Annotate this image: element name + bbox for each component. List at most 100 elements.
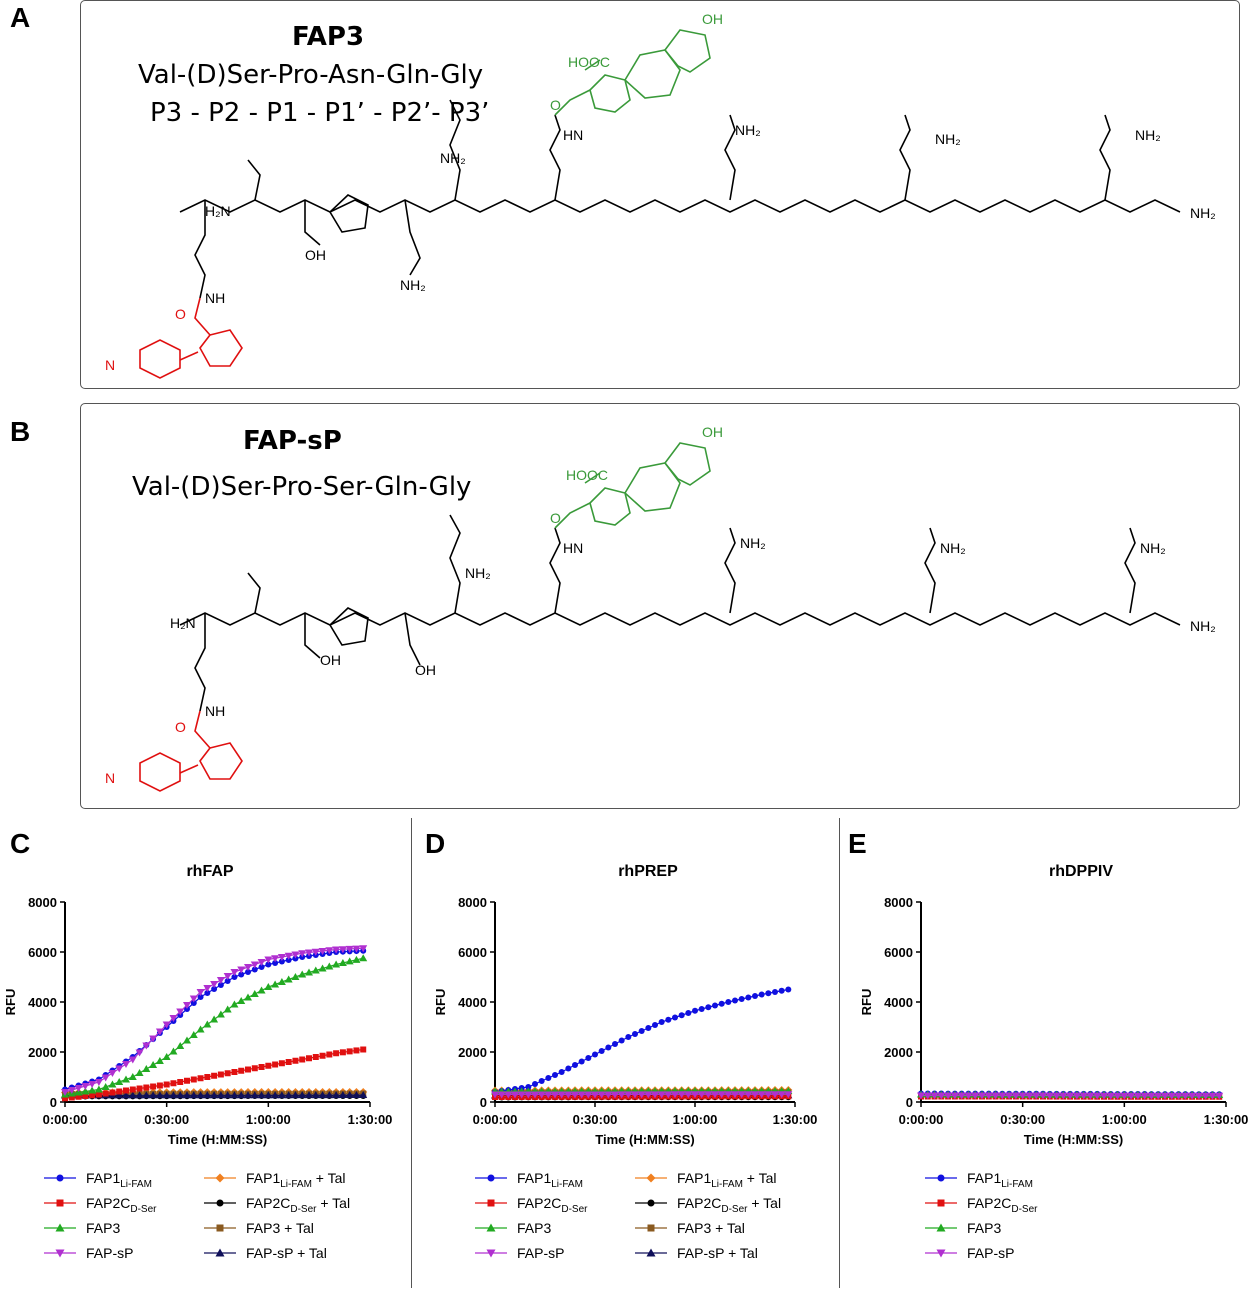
rhfap-point-fap-sp-tal xyxy=(311,1091,320,1099)
rhfap-point-fap2c xyxy=(231,1069,238,1075)
rhprep-y-label: RFU xyxy=(433,989,448,1016)
rhfap-y-tick-label: 2000 xyxy=(28,1045,57,1060)
rhprep-y-tick-label: 6000 xyxy=(458,945,487,960)
rhdppiv-point-fap-sp xyxy=(978,1092,986,1100)
rhfap-point-fap-sp xyxy=(203,985,212,992)
rhfap-point-fap-sp xyxy=(162,1021,171,1029)
rhfap-point-fap3 xyxy=(298,970,307,978)
a-quencher-o-label: O xyxy=(175,306,186,322)
b-lys2-nh2-label: NH₂ xyxy=(940,540,966,556)
rhfap-point-fap2c xyxy=(102,1090,109,1097)
rhfap-point-fap-sp xyxy=(155,1028,164,1036)
rhprep-x-tick-label: 1:30:00 xyxy=(773,1112,818,1127)
rhfap-point-fap2c xyxy=(238,1067,245,1074)
rhprep-point-fap1 xyxy=(545,1075,552,1081)
rhprep-legend-label-fap-sp: FAP-sP xyxy=(517,1245,564,1261)
a-fam-oh-label: OH xyxy=(702,11,723,27)
rhfap-point-fap2c xyxy=(211,1072,218,1079)
rhfap-title: rhFAP xyxy=(186,863,233,880)
rhdppiv-point-fap-sp xyxy=(1052,1092,1061,1100)
a-gln-nh2-label: NH₂ xyxy=(440,150,466,166)
rhfap-point-fap-sp-tal xyxy=(284,1091,293,1099)
rhdppiv-point-fap-sp xyxy=(1059,1092,1068,1100)
rhprep-point-fap-sp xyxy=(557,1091,566,1099)
rhfap-point-fap2c xyxy=(306,1055,312,1062)
rhfap-point-fap-sp xyxy=(128,1056,137,1064)
rhprep-y-tick-label: 4000 xyxy=(458,995,487,1010)
rhdppiv-title: rhDPPIV xyxy=(1049,863,1113,880)
rhprep-point-fap-sp xyxy=(691,1091,699,1099)
rhfap-legend-label-fap3-tal: FAP3 + Tal xyxy=(246,1220,314,1236)
rhdppiv-point-fap-sp xyxy=(998,1092,1007,1100)
rhfap-point-fap-sp-tal xyxy=(359,1091,368,1098)
rhfap-point-fap-sp-tal xyxy=(128,1091,137,1099)
rhfap-point-fap-sp xyxy=(271,955,280,963)
rhdppiv-legend: FAP1Li-FAM FAP2CD-Ser FAP3 FAP-sP xyxy=(925,1170,1038,1261)
a-fam-cooh-label: HOOC xyxy=(568,54,610,70)
rhfap-x-label: Time (H:MM:SS) xyxy=(168,1132,267,1147)
rhprep-y-tick-label: 2000 xyxy=(458,1045,487,1060)
rhprep-line-fap1 xyxy=(494,988,789,1093)
rhprep-point-fap-sp xyxy=(597,1091,606,1099)
rhfap-legend-marker-fap-sp-tal xyxy=(215,1248,225,1257)
rhfap-point-fap3 xyxy=(305,968,313,976)
rhfap-point-fap2c xyxy=(82,1093,89,1099)
panel-a-box xyxy=(80,0,1240,389)
rhfap-y-tick-label: 4000 xyxy=(28,995,57,1010)
rhprep-point-fap1 xyxy=(725,999,732,1005)
rhdppiv-legend-label-fap-sp: FAP-sP xyxy=(967,1245,1014,1261)
rhfap-point-fap-sp xyxy=(345,945,354,953)
rhfap-point-fap3 xyxy=(325,962,334,970)
rhdppiv-x-label: Time (H:MM:SS) xyxy=(1024,1132,1123,1147)
rhdppiv-point-fap-sp xyxy=(971,1092,980,1100)
panel-letter-e: E xyxy=(848,828,867,859)
rhfap-point-fap-sp xyxy=(94,1079,103,1086)
rhdppiv-point-fap-sp xyxy=(1194,1092,1203,1100)
rhfap-point-fap-sp xyxy=(257,959,266,966)
b-quencher-nh-label: NH xyxy=(205,703,225,719)
rhprep-point-fap-sp xyxy=(497,1091,506,1099)
rhprep-point-fap1 xyxy=(638,1028,645,1034)
rhfap-point-fap2c xyxy=(292,1057,299,1064)
rhfap-point-fap-sp xyxy=(196,989,205,996)
rhdppiv-point-fap-sp xyxy=(923,1092,932,1100)
rhfap-point-fap1 xyxy=(224,978,231,984)
rhprep-point-fap-sp xyxy=(737,1091,746,1099)
rhfap-point-fap-sp xyxy=(108,1070,117,1077)
rhdppiv-point-fap-sp xyxy=(1167,1092,1176,1100)
rhfap-point-fap-sp xyxy=(142,1042,151,1050)
rhfap-point-fap3 xyxy=(162,1053,171,1060)
rhdppiv-y-tick-label: 2000 xyxy=(884,1045,913,1060)
rhdppiv-point-fap-sp xyxy=(1201,1092,1210,1100)
rhdppiv-legend-marker-fap3 xyxy=(936,1223,946,1232)
rhfap-point-fap3 xyxy=(210,1015,219,1023)
rhdppiv-legend-label-fap2c: FAP2CD-Ser xyxy=(967,1195,1038,1215)
rhprep-point-fap-sp xyxy=(744,1091,753,1099)
rhfap-point-fap3 xyxy=(230,1000,239,1008)
rhprep-point-fap-sp xyxy=(511,1091,519,1099)
rhfap-point-fap2c xyxy=(62,1095,68,1102)
rhfap-point-fap3 xyxy=(271,980,280,988)
b-quencher-n-label: N xyxy=(105,770,115,786)
rhprep-point-fap1 xyxy=(778,987,785,994)
rhfap-point-fap-sp-tal xyxy=(264,1091,273,1099)
rhfap-point-fap2c xyxy=(184,1077,190,1084)
rhfap-point-fap1 xyxy=(258,964,265,970)
rhfap-point-fap1 xyxy=(285,957,292,963)
rhprep-point-fap-sp xyxy=(631,1091,639,1099)
a-asn-nh2-label: NH₂ xyxy=(400,277,426,293)
b-quencher-o-label: O xyxy=(175,719,186,735)
rhprep-point-fap-sp xyxy=(644,1091,653,1099)
rhprep-y-tick-label: 0 xyxy=(480,1095,487,1110)
rhfap-point-fap-sp xyxy=(277,954,286,961)
rhprep-point-fap1 xyxy=(765,990,772,997)
rhprep-point-fap1 xyxy=(652,1022,658,1028)
b-h2n-label: H₂N xyxy=(170,615,196,631)
rhprep-point-fap1 xyxy=(552,1072,558,1078)
panel-letter-b: B xyxy=(10,416,31,447)
rhprep-series-fap1 xyxy=(492,986,792,1095)
fap3-structure: H₂N NH₂ NH₂ NH₂ OH NH₂ NH₂ NH₂ HN NH O N… xyxy=(105,11,1216,379)
rhfap-point-fap2c xyxy=(333,1050,340,1057)
rhprep-point-fap1 xyxy=(658,1019,665,1025)
rhfap-point-fap2c xyxy=(312,1054,319,1060)
